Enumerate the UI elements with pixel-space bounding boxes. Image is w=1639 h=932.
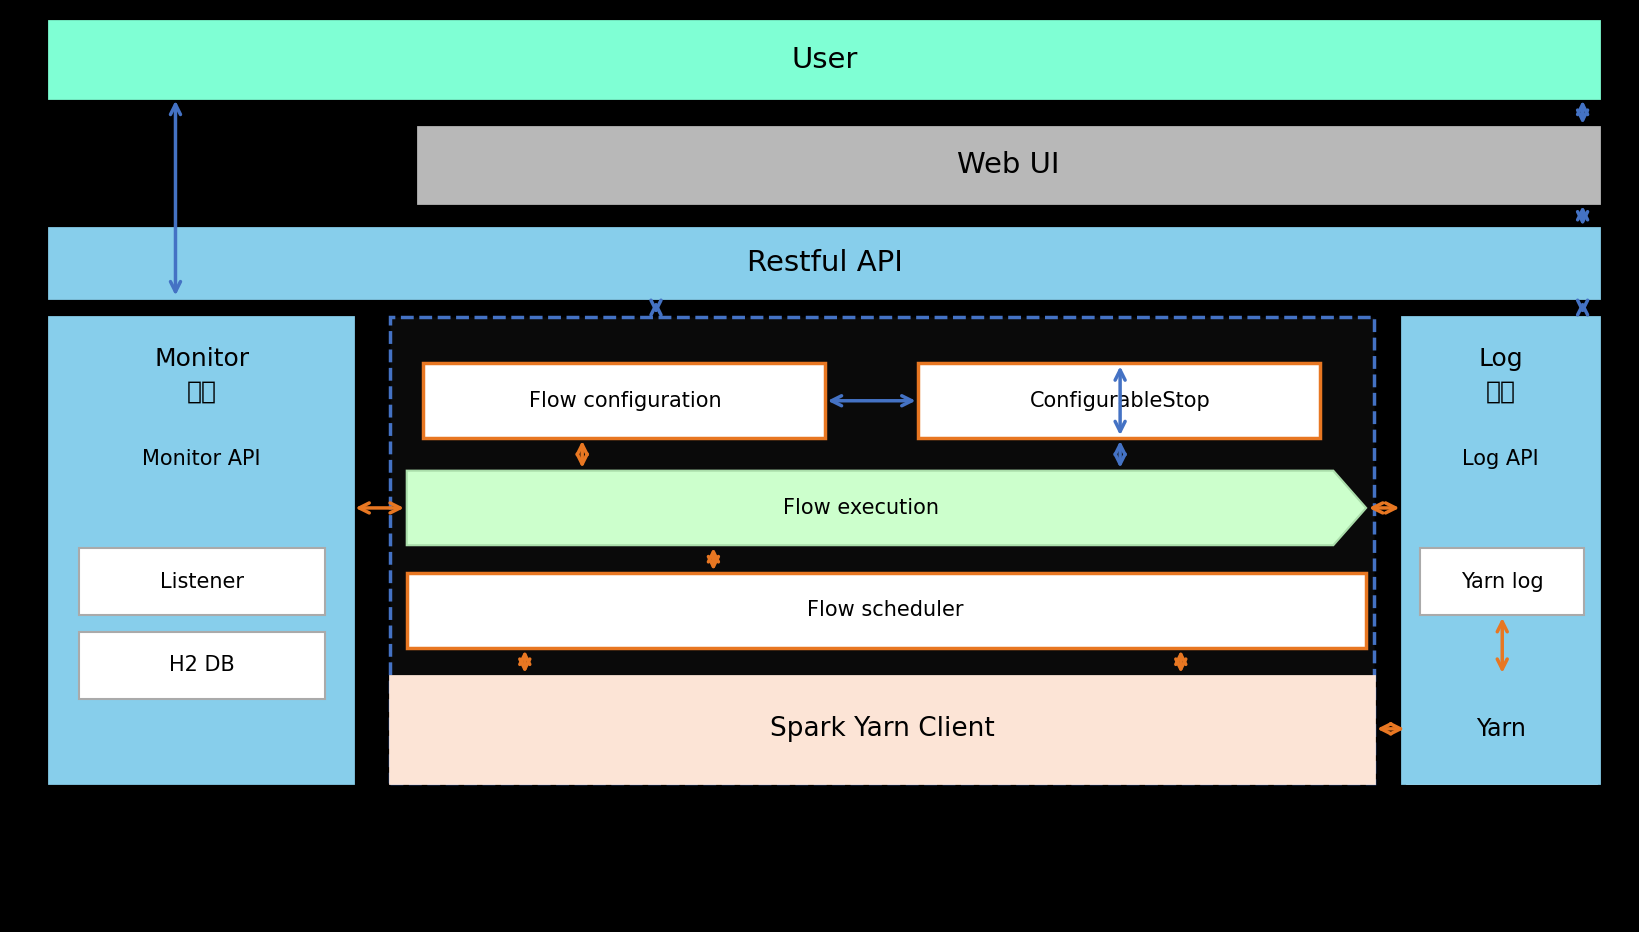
FancyBboxPatch shape <box>418 127 1598 203</box>
FancyBboxPatch shape <box>49 317 352 783</box>
Text: 日志: 日志 <box>1485 379 1514 404</box>
FancyBboxPatch shape <box>1406 676 1595 783</box>
Text: Monitor: Monitor <box>154 347 249 371</box>
FancyBboxPatch shape <box>406 573 1365 648</box>
Text: Yarn log: Yarn log <box>1460 571 1542 592</box>
Text: Web UI: Web UI <box>957 151 1059 179</box>
Text: User: User <box>792 46 857 74</box>
Text: Flow execution: Flow execution <box>782 498 939 518</box>
FancyBboxPatch shape <box>390 676 1373 783</box>
Text: ConfigurableStop: ConfigurableStop <box>1029 391 1210 411</box>
Text: Monitor API: Monitor API <box>143 448 261 469</box>
Text: Flow scheduler: Flow scheduler <box>806 600 964 621</box>
FancyBboxPatch shape <box>49 228 1598 298</box>
FancyBboxPatch shape <box>1401 317 1598 783</box>
FancyBboxPatch shape <box>918 363 1319 438</box>
FancyBboxPatch shape <box>390 317 1373 783</box>
Text: Restful API: Restful API <box>746 249 903 277</box>
Text: 监控: 监控 <box>187 379 216 404</box>
Text: Log API: Log API <box>1462 448 1537 469</box>
FancyBboxPatch shape <box>79 548 325 615</box>
Text: Log: Log <box>1477 347 1523 371</box>
Text: Flow configuration: Flow configuration <box>528 391 721 411</box>
Polygon shape <box>406 471 1365 545</box>
Text: Yarn: Yarn <box>1475 717 1524 741</box>
Text: H2 DB: H2 DB <box>169 655 234 676</box>
FancyBboxPatch shape <box>79 632 325 699</box>
Text: Spark Yarn Client: Spark Yarn Client <box>769 716 995 742</box>
Text: Listener: Listener <box>159 571 244 592</box>
FancyBboxPatch shape <box>49 21 1598 98</box>
FancyBboxPatch shape <box>423 363 824 438</box>
FancyBboxPatch shape <box>1419 548 1583 615</box>
